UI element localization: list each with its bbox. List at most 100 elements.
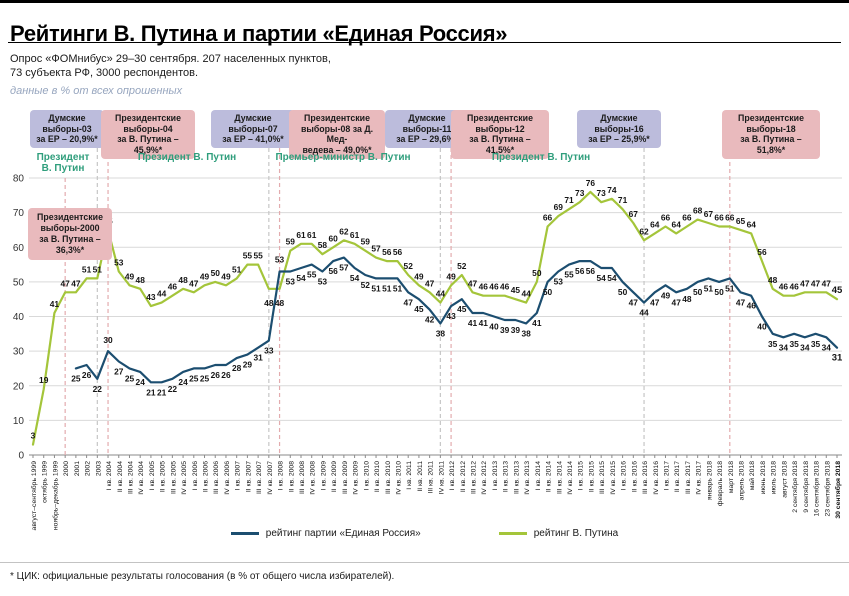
point-label-er: 30 [103,335,113,345]
point-label-putin: 68 [693,206,703,216]
point-label-putin: 59 [286,237,296,247]
point-label-putin: 61 [296,230,306,240]
point-label-er: 26 [82,370,92,380]
point-label-putin: 64 [650,219,660,229]
point-label-er: 57 [339,263,349,273]
point-label-er: 41 [468,318,478,328]
x-axis-label: июнь 2018 [760,461,767,494]
point-label-putin: 47 [822,278,832,288]
point-label-er: 51 [382,283,392,293]
survey-subtitle-line2: 73 субъекта РФ, 3000 респондентов. [10,67,199,79]
units-note: данные в % от всех опрошенных [10,85,183,97]
point-label-er: 27 [114,367,124,377]
election-box-line: выборы-2000 [40,222,100,233]
point-label-putin: 48 [768,275,778,285]
y-axis-label-30: 30 [13,347,25,358]
point-label-putin: 46 [168,282,178,292]
point-label-er: 51 [725,283,735,293]
point-label-er: 34 [800,342,810,352]
point-label-putin: 49 [200,271,210,281]
point-label-putin: 19 [39,375,49,385]
point-label-er: 39 [500,325,510,335]
x-axis-label: IV кв. 2016 [653,461,660,495]
point-label-putin: 46 [789,282,799,292]
election-box-line: за В. Путина – [39,233,101,244]
election-box-line: за ЕР – 25,9%* [588,134,650,145]
x-axis-label: IV кв. 2014 [567,461,574,495]
point-label-putin: 55 [243,251,253,261]
x-axis-label: 2 сентября 2018 [791,461,799,513]
footnote: * ЦИК: официальные результаты голосовани… [10,571,395,582]
x-axis-label: апрель 2018 [739,461,746,501]
x-axis-label: III кв. 2011 [428,461,435,494]
series-line-putin [31,190,839,446]
point-label-putin: 3 [31,431,36,441]
x-axis-label: II кв. 2012 [460,461,467,492]
y-axis-label-10: 10 [13,416,25,427]
point-label-putin: 48 [275,298,285,308]
point-label-putin: 73 [596,188,606,198]
period-label-2: Премьер-министр В. Путин [275,152,411,163]
y-axis-label-40: 40 [13,312,25,323]
point-label-putin: 49 [414,271,424,281]
x-axis-label: 2002 [85,461,92,476]
point-label-putin: 48 [136,275,146,285]
election-box-line: Думские [600,113,638,123]
point-label-er: 51 [704,283,714,293]
point-label-putin: 48 [264,298,274,308]
x-axis-label: I кв. 2010 [363,461,370,490]
election-box-duma-2016: Думские выборы-16 за ЕР – 25,9%* [577,110,661,149]
survey-subtitle-line1: Опрос «ФОМнибус» 29–30 сентября. 207 нас… [10,53,331,65]
election-box-line: выборы-08 за Д. Мед- [300,123,374,145]
point-label-putin: 66 [725,212,735,222]
point-label-er: 34 [779,342,789,352]
election-box-line: 36,3%* [55,244,85,255]
x-axis-label: II кв. 2015 [588,461,595,492]
point-label-er: 40 [757,322,767,332]
point-label-putin: 46 [500,282,510,292]
point-label-putin: 66 [682,212,692,222]
x-axis-label: III кв. 2017 [685,461,692,494]
point-label-putin: 52 [404,261,414,271]
legend-item-er: рейтинг партии «Единая Россия» [230,528,421,539]
x-axis-label: IV кв. 2013 [524,461,531,495]
election-box-duma-2003: Думские выборы-03 за ЕР – 20,9%* [30,110,104,149]
point-label-er: 54 [296,273,306,283]
point-label-er: 50 [693,287,703,297]
point-label-putin: 47 [800,278,810,288]
y-axis-label-0: 0 [18,451,24,462]
x-axis-label: IV кв. 2012 [481,461,488,495]
election-box-line: Думские [48,113,86,123]
x-axis-label: IV кв. 2010 [395,461,402,495]
point-label-putin: 73 [575,188,585,198]
point-label-putin: 52 [457,261,467,271]
point-label-er: 35 [789,339,799,349]
x-axis-label: I кв. 2015 [578,461,585,490]
point-label-putin: 76 [586,178,596,188]
point-label-putin: 44 [157,289,167,299]
x-axis-label: май 2018 [748,461,756,490]
x-axis-label: III кв. 2004 [127,461,134,494]
election-box-line: за ЕР – 41,0%* [222,134,284,145]
point-label-er: 56 [575,266,585,276]
top-border [0,0,849,3]
x-axis-label: III кв. 2016 [642,461,649,494]
x-axis-label: IV кв. 2015 [610,461,617,495]
election-box-line: выборы-03 [42,123,92,134]
point-label-er: 43 [446,311,456,321]
period-label-1: Президент В. Путин [137,152,237,163]
point-label-putin: 49 [125,271,135,281]
point-label-er: 47 [650,297,660,307]
x-axis-label: III кв. 2005 [170,461,177,494]
point-label-putin: 66 [543,212,553,222]
point-label-putin: 67 [704,209,714,219]
point-label-putin: 53 [114,257,124,267]
election-box-pres-2018: Президентские выборы-18 за В. Путина – 51,… [722,110,820,159]
x-axis-label: I кв. 2016 [621,461,628,490]
legend-label-putin: рейтинг В. Путина [533,528,619,539]
point-label-er: 51 [393,283,403,293]
election-box-line: выборы-12 [475,123,525,134]
point-label-er: 51 [371,283,381,293]
election-box-line: выборы-18 [746,123,796,134]
x-axis-label: III кв. 2013 [513,461,520,494]
